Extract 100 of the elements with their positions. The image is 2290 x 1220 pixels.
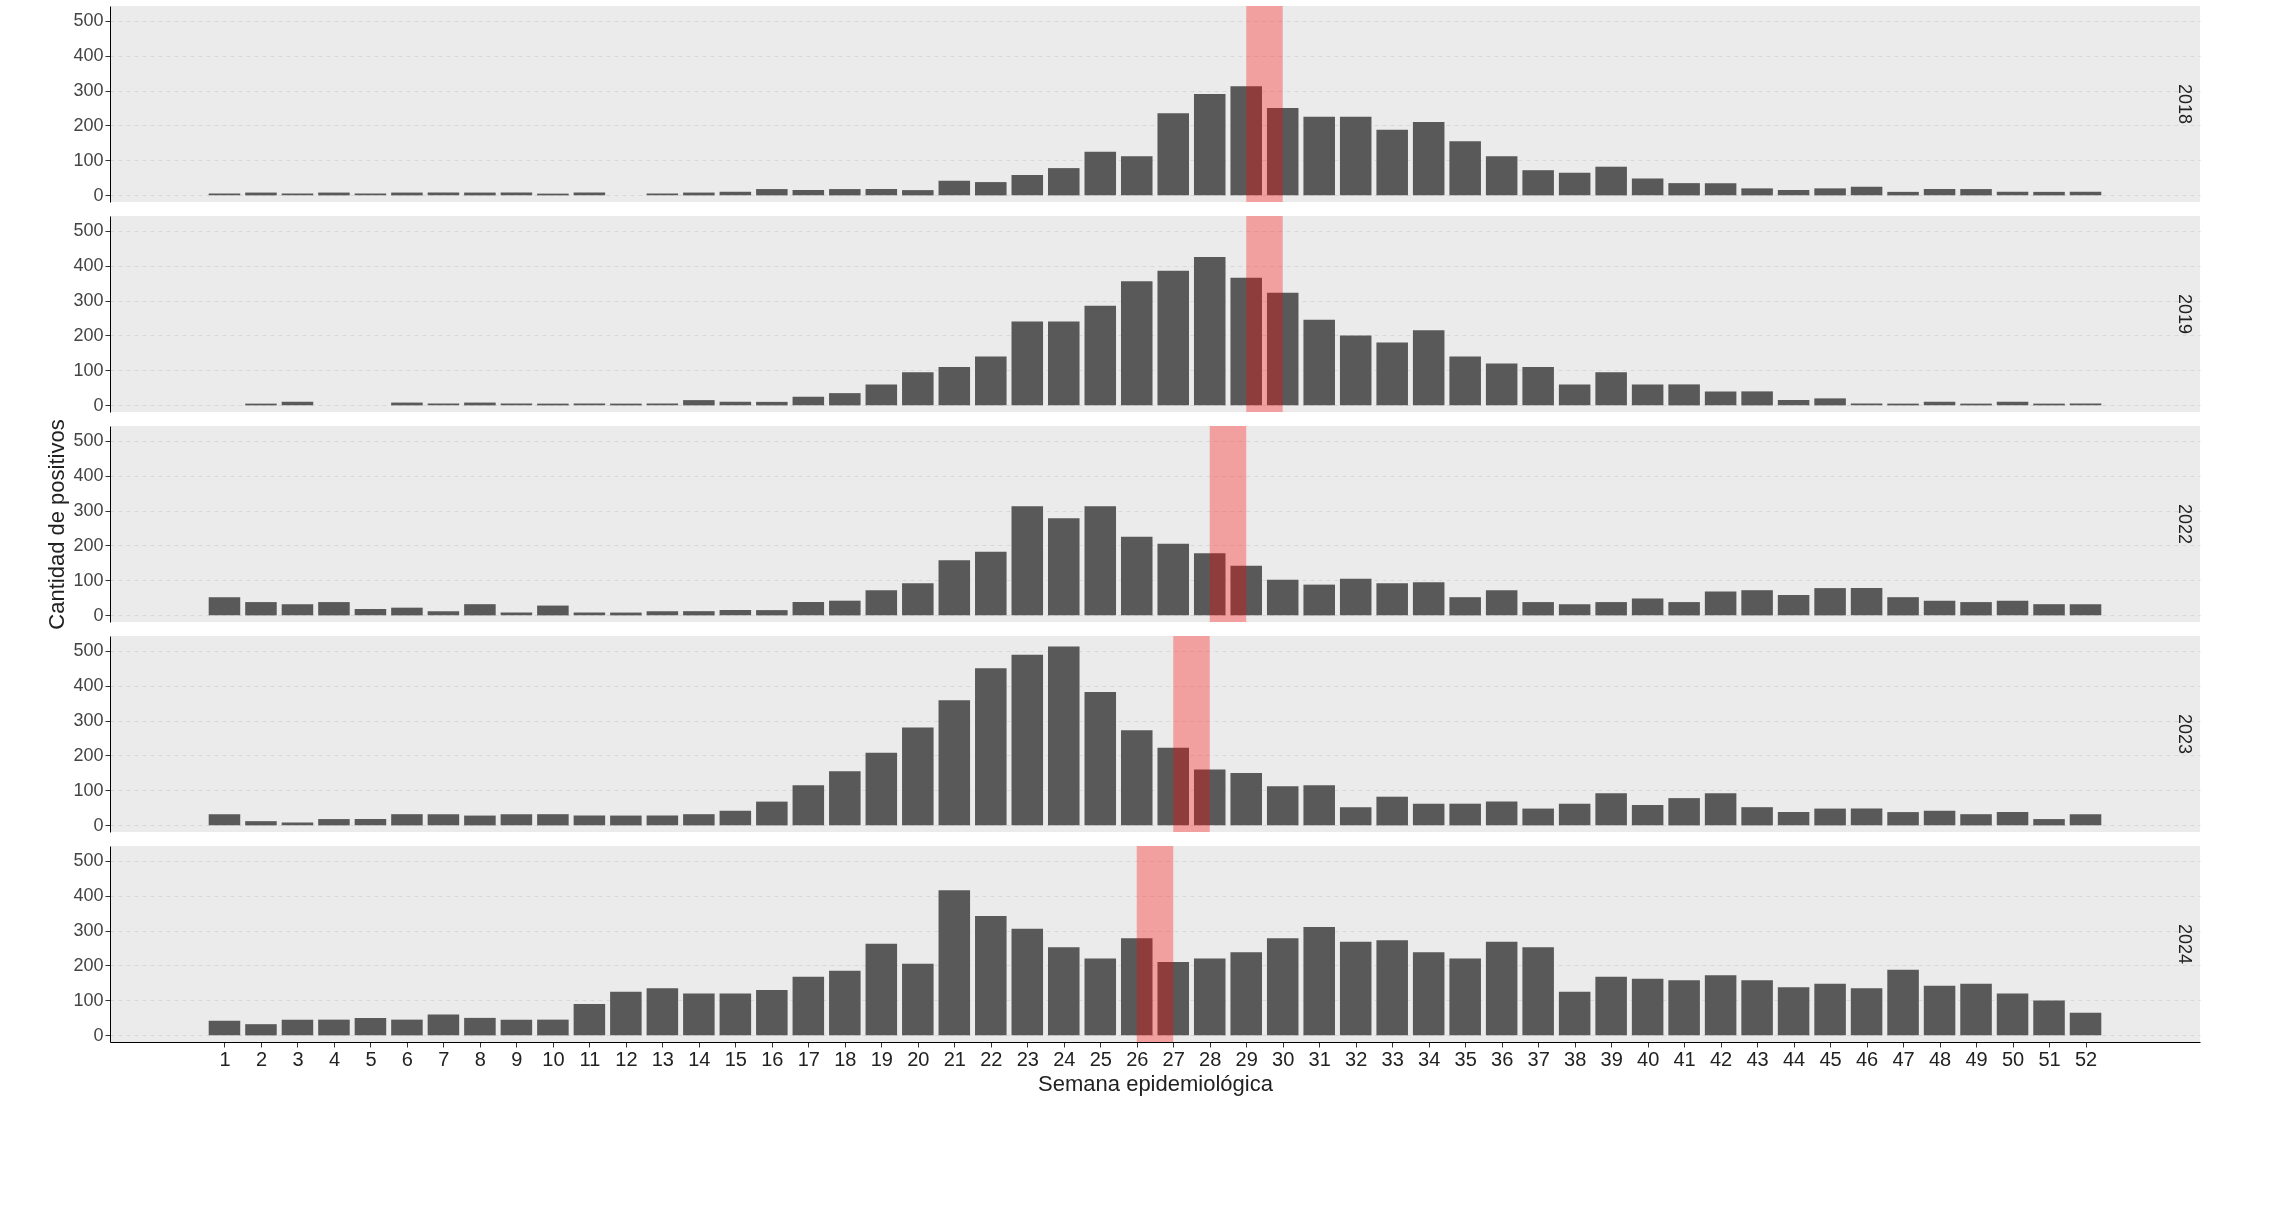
- bar: [1303, 584, 1335, 616]
- bar: [1303, 785, 1335, 826]
- bar: [1376, 583, 1408, 616]
- bar: [1157, 270, 1190, 406]
- bar: [683, 400, 715, 406]
- bar: [1522, 947, 1554, 1036]
- bar: [1887, 812, 1919, 826]
- bar: [792, 602, 825, 616]
- bar: [1668, 183, 1700, 196]
- bar: [1741, 391, 1773, 406]
- bar: [1814, 588, 1846, 616]
- bar: [829, 393, 861, 406]
- bar: [391, 814, 423, 826]
- bar: [1777, 190, 1810, 196]
- bar: [1704, 391, 1737, 406]
- text: 2019: [2175, 293, 2195, 335]
- x-tick-label: 24: [1053, 1047, 1076, 1070]
- bar: [1193, 553, 1226, 616]
- x-tick-label: 33: [1381, 1047, 1404, 1070]
- bar: [1339, 578, 1372, 616]
- bar: [1449, 958, 1481, 1036]
- bar: [1412, 803, 1445, 826]
- y-tick-label: 100: [73, 149, 104, 170]
- bar: [1595, 976, 1627, 1036]
- bar: [683, 814, 715, 826]
- bar: [865, 590, 898, 616]
- bar: [1960, 602, 1992, 616]
- bar: [208, 597, 241, 616]
- x-tick-label: 52: [2074, 1047, 2098, 1070]
- bar: [1996, 993, 2029, 1036]
- x-tick-label: 23: [1016, 1047, 1039, 1070]
- x-tick-label: 49: [1965, 1047, 1988, 1070]
- y-tick-label: 500: [73, 430, 104, 451]
- x-tick-label: 44: [1782, 1047, 1806, 1070]
- x-tick-label: 39: [1600, 1047, 1623, 1070]
- bar: [1996, 600, 2029, 616]
- bar: [1814, 398, 1846, 406]
- bar: [1412, 121, 1445, 196]
- x-axis-title: Semana epidemiológica: [1038, 1070, 1274, 1096]
- bar: [1048, 321, 1080, 406]
- y-tick-label: 300: [73, 500, 104, 521]
- x-tick-label: 38: [1564, 1047, 1587, 1070]
- bar: [1084, 506, 1117, 616]
- x-tick-label: 21: [943, 1047, 966, 1070]
- x-tick-label: 8: [474, 1047, 486, 1070]
- bar: [500, 1019, 533, 1036]
- bar: [975, 915, 1007, 1036]
- bar: [1668, 384, 1700, 406]
- x-tick-label: 47: [1892, 1047, 1915, 1070]
- y-tick-label: 0: [93, 394, 104, 415]
- bar: [1631, 598, 1664, 616]
- bar: [537, 814, 569, 826]
- bar: [1266, 579, 1299, 616]
- bar: [1011, 928, 1044, 1036]
- bar: [1011, 175, 1044, 196]
- bar: [1668, 602, 1700, 616]
- bar: [1485, 941, 1518, 1036]
- bar: [1960, 983, 1992, 1036]
- x-tick-label: 28: [1199, 1047, 1222, 1070]
- x-tick-label: 36: [1491, 1047, 1514, 1070]
- bar: [792, 190, 825, 196]
- x-tick-label: 7: [438, 1047, 450, 1070]
- bar: [1485, 156, 1518, 196]
- bar: [1230, 952, 1262, 1036]
- bar: [938, 890, 971, 1036]
- bar: [354, 609, 387, 616]
- y-tick-label: 100: [73, 569, 104, 590]
- bar: [1595, 793, 1627, 826]
- y-tick-label: 500: [73, 10, 104, 31]
- bar: [938, 700, 971, 826]
- bar: [1631, 384, 1664, 406]
- bar: [464, 604, 496, 616]
- bar: [1850, 988, 1883, 1036]
- y-tick-label: 400: [73, 675, 104, 696]
- bar: [975, 668, 1007, 826]
- bar: [1084, 305, 1117, 406]
- bar: [1850, 588, 1883, 616]
- bar: [756, 801, 788, 826]
- bar: [683, 993, 715, 1036]
- bar: [2033, 604, 2065, 616]
- y-tick-label: 100: [73, 779, 104, 800]
- bar: [1120, 281, 1153, 406]
- x-tick-label: 48: [1928, 1047, 1952, 1070]
- bar: [829, 771, 861, 826]
- bar: [1157, 543, 1190, 616]
- bar: [938, 180, 971, 196]
- bar: [1193, 94, 1226, 196]
- bar: [756, 610, 788, 616]
- bar: [1960, 189, 1992, 196]
- bar: [1011, 654, 1044, 826]
- x-tick-label: 30: [1272, 1047, 1295, 1070]
- bar: [646, 611, 679, 616]
- bar: [646, 815, 679, 826]
- bar: [1887, 597, 1919, 616]
- bar: [1193, 256, 1226, 406]
- x-tick-label: 18: [834, 1047, 857, 1070]
- bar: [1704, 183, 1737, 196]
- y-tick-label: 300: [73, 290, 104, 311]
- bar: [756, 989, 788, 1036]
- x-tick-label: 34: [1418, 1047, 1441, 1070]
